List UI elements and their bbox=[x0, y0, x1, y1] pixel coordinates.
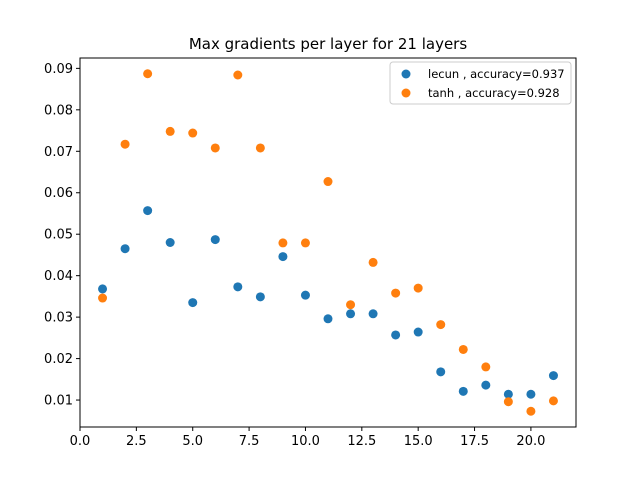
data-point bbox=[503, 397, 513, 407]
data-point bbox=[526, 389, 536, 399]
x-tick-label: 20.0 bbox=[516, 434, 545, 449]
data-point bbox=[346, 300, 356, 310]
data-point bbox=[188, 128, 198, 138]
data-point bbox=[526, 406, 536, 416]
x-tick-label: 17.5 bbox=[460, 434, 489, 449]
data-point bbox=[391, 288, 401, 298]
legend-marker-tanh bbox=[401, 88, 411, 98]
data-point bbox=[323, 177, 333, 187]
data-point bbox=[233, 282, 243, 292]
data-point bbox=[391, 330, 401, 340]
y-tick-label: 0.04 bbox=[44, 269, 73, 284]
data-point bbox=[210, 143, 220, 153]
data-point bbox=[165, 238, 175, 247]
y-tick-label: 0.03 bbox=[44, 311, 73, 326]
y-tick-label: 0.02 bbox=[44, 352, 73, 367]
data-point bbox=[165, 126, 175, 136]
data-point bbox=[548, 371, 558, 381]
data-point bbox=[548, 396, 558, 406]
x-axis: 0.0 2.5 5.0 7.5 10.0 12.5 15.0 17.5 20.0 bbox=[70, 427, 545, 449]
x-tick-label: 15.0 bbox=[404, 434, 433, 449]
legend: lecun , accuracy=0.937 tanh , accuracy=0… bbox=[389, 61, 572, 105]
y-tick-label: 0.07 bbox=[44, 145, 73, 160]
data-points bbox=[98, 69, 558, 416]
data-point bbox=[143, 69, 153, 79]
data-point bbox=[368, 257, 378, 267]
data-point bbox=[413, 327, 423, 337]
data-point bbox=[503, 389, 513, 399]
y-tick-label: 0.06 bbox=[44, 186, 73, 201]
y-tick-label: 0.01 bbox=[44, 394, 73, 409]
plot-frame bbox=[79, 57, 577, 428]
data-point bbox=[346, 309, 356, 319]
data-point bbox=[233, 70, 243, 80]
data-point bbox=[481, 380, 491, 390]
x-tick-label: 10.0 bbox=[291, 434, 320, 449]
data-point bbox=[188, 298, 198, 308]
data-point bbox=[436, 320, 446, 330]
data-point bbox=[323, 314, 333, 324]
data-point bbox=[143, 206, 153, 216]
y-tick-label: 0.08 bbox=[44, 103, 73, 118]
data-point bbox=[458, 344, 468, 354]
y-axis: 0.01 0.02 0.03 0.04 0.05 0.06 0.07 0.08 0.09 bbox=[44, 62, 80, 409]
series-0 bbox=[98, 206, 558, 399]
data-point bbox=[436, 367, 446, 377]
x-tick-label: 5.0 bbox=[182, 434, 203, 449]
data-point bbox=[368, 309, 378, 319]
series-1 bbox=[98, 69, 558, 416]
data-point bbox=[120, 139, 130, 149]
data-point bbox=[300, 238, 310, 248]
chart-title: Max gradients per layer for 21 layers bbox=[189, 35, 468, 53]
data-point bbox=[255, 292, 265, 302]
data-point bbox=[278, 238, 288, 248]
legend-box bbox=[389, 61, 572, 105]
data-point bbox=[98, 284, 108, 294]
data-point bbox=[458, 386, 468, 396]
legend-marker-lecun bbox=[401, 69, 411, 79]
data-point bbox=[255, 143, 265, 153]
data-point bbox=[481, 362, 491, 372]
data-point bbox=[120, 244, 130, 254]
data-point bbox=[98, 293, 108, 303]
data-point bbox=[300, 290, 310, 300]
x-tick-label: 12.5 bbox=[347, 434, 376, 449]
data-point bbox=[210, 235, 220, 245]
x-tick-label: 2.5 bbox=[126, 434, 147, 449]
y-tick-label: 0.05 bbox=[44, 228, 73, 243]
y-tick-label: 0.09 bbox=[44, 62, 73, 77]
x-tick-label: 0.0 bbox=[70, 434, 91, 449]
legend-label-tanh: tanh , accuracy=0.928 bbox=[428, 86, 560, 100]
data-point bbox=[413, 283, 423, 293]
x-tick-label: 7.5 bbox=[239, 434, 260, 449]
data-point bbox=[278, 252, 288, 262]
legend-label-lecun: lecun , accuracy=0.937 bbox=[428, 67, 565, 81]
